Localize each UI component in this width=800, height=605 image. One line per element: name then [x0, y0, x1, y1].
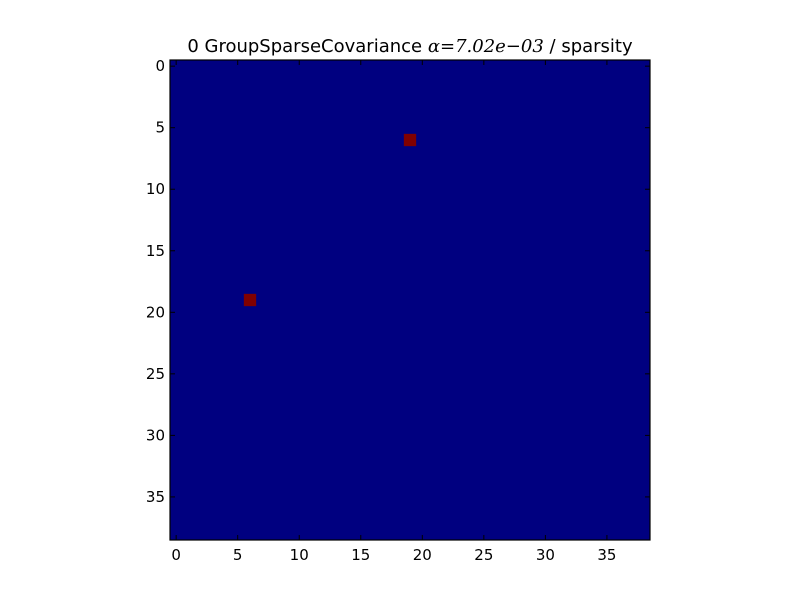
y-tick-label: 15: [146, 242, 165, 260]
heatmap-cell-nonzero: [403, 133, 417, 147]
y-tick-label: 10: [146, 180, 165, 198]
heatmap-background: [170, 60, 650, 540]
y-tick-label: 30: [146, 426, 165, 444]
plot-frame: [169, 59, 651, 541]
x-tick-label: 30: [536, 546, 555, 564]
y-axis: 0 5 10 15 20 25 30 35: [146, 57, 650, 506]
chart-title-alpha: α=7.02e−03: [428, 36, 544, 57]
x-tick-label: 15: [351, 546, 370, 564]
chart-title: 0 GroupSparseCovariance α=7.02e−03 / spa…: [187, 36, 633, 57]
x-tick-label: 20: [413, 546, 432, 564]
x-axis: 0 5 10 15 20 25 30 35: [171, 60, 616, 564]
y-tick-label: 25: [146, 365, 165, 383]
y-tick-label: 35: [146, 488, 165, 506]
heatmap-cells: [243, 133, 417, 307]
x-tick-label: 0: [171, 546, 181, 564]
heatmap-cell-nonzero: [243, 293, 257, 307]
x-tick-label: 10: [290, 546, 309, 564]
y-tick-label: 0: [155, 57, 165, 75]
y-tick-label: 5: [155, 119, 165, 137]
chart-title-suffix: / sparsity: [544, 36, 633, 57]
x-tick-label: 35: [597, 546, 616, 564]
y-tick-label: 20: [146, 303, 165, 321]
chart-title-prefix: 0 GroupSparseCovariance: [187, 36, 428, 57]
x-tick-label: 5: [233, 546, 243, 564]
x-tick-label: 25: [474, 546, 493, 564]
